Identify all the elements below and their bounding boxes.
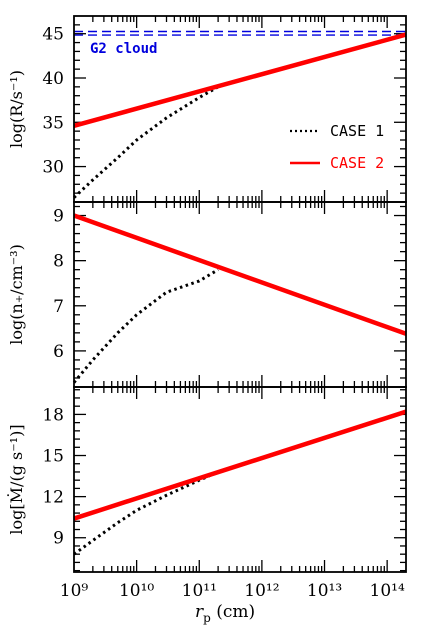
case-1-line (72, 85, 219, 199)
y-tick-label: 7 (53, 297, 64, 317)
y-tick-label: 30 (42, 158, 64, 178)
x-tick-label: 10⁹ (60, 581, 89, 601)
case-2-line (73, 409, 407, 521)
y-tick-label: 6 (53, 342, 64, 362)
legend: CASE 1 CASE 2 (290, 122, 384, 172)
y-tick-label: 40 (42, 69, 64, 89)
case-2-line (73, 32, 407, 128)
g2-cloud-label: G2 cloud (90, 41, 157, 57)
y-tick-label: 9 (53, 207, 64, 227)
x-tick-label: 10¹¹ (182, 581, 217, 601)
y-axis-label: log(R/s⁻¹) (7, 70, 26, 148)
legend-case1-label: CASE 1 (330, 122, 384, 140)
x-tick-label: 10¹² (244, 581, 279, 601)
x-axis-label: rp (cm) (195, 602, 255, 625)
panels: 30 35 40 45 log(R/s⁻¹) 6 7 8 9 log(n₊/cm⁻³) 9 12 15 1… (6, 15, 407, 601)
x-axis-label-main: r (195, 602, 204, 622)
panel-frame (73, 201, 407, 388)
case-2-line (73, 213, 407, 336)
y-tick-label: 18 (42, 405, 64, 425)
x-tick-label: 10¹³ (307, 581, 342, 601)
y-tick-label: 12 (42, 488, 64, 508)
y-tick-label: 9 (53, 529, 64, 549)
x-axis-label-unit: (cm) (211, 602, 255, 622)
y-tick-label: 15 (42, 447, 64, 467)
y-tick-label: 35 (42, 113, 64, 133)
case-1-line (72, 268, 219, 384)
y-axis-label: log(n₊/cm⁻³) (7, 244, 26, 345)
x-tick-label: 10¹⁰ (119, 581, 154, 601)
panel-frame (73, 386, 407, 573)
y-tick-label: 45 (42, 25, 64, 45)
y-tick-label: 8 (53, 252, 64, 272)
panel-1: 30 35 40 45 log(R/s⁻¹) (7, 15, 407, 203)
y-axis-label: log[Ṁ/(g s⁻¹)] (6, 424, 26, 534)
panel-2: 6 7 8 9 log(n₊/cm⁻³) (7, 201, 407, 388)
x-axis-label-sub: p (203, 611, 211, 625)
x-tick-label: 10¹⁴ (370, 581, 405, 601)
panel-3: 9 12 15 18 log[Ṁ/(g s⁻¹)] 10⁹ 10¹⁰ 10¹¹ 10¹² 10¹³… (6, 386, 407, 601)
legend-case2-label: CASE 2 (330, 154, 384, 172)
